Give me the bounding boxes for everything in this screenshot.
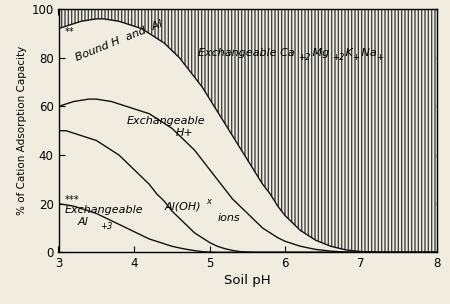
Text: ions: ions [217, 213, 240, 223]
Text: Exchangeable: Exchangeable [126, 116, 205, 126]
Text: Al: Al [77, 217, 88, 227]
Text: **: ** [64, 27, 74, 37]
Text: +2: +2 [332, 53, 345, 62]
Text: K: K [342, 48, 353, 58]
Text: +3: +3 [100, 222, 112, 231]
Text: Exchangeable: Exchangeable [64, 205, 143, 215]
Text: H+: H+ [176, 128, 194, 138]
Text: x: x [206, 197, 211, 206]
Y-axis label: % of Cation Adsorption Capacity: % of Cation Adsorption Capacity [17, 46, 27, 215]
Text: +2: +2 [298, 53, 310, 62]
Text: Na: Na [358, 48, 377, 58]
Text: Bound H  and  Al: Bound H and Al [74, 19, 164, 63]
Text: +: + [376, 53, 383, 62]
Text: ***: *** [64, 195, 79, 205]
Text: Mg: Mg [310, 48, 330, 58]
X-axis label: Soil pH: Soil pH [224, 274, 271, 287]
Text: Exchangeable Ca: Exchangeable Ca [198, 48, 295, 58]
Text: +: + [352, 53, 359, 62]
Text: Al(OH): Al(OH) [164, 201, 201, 211]
